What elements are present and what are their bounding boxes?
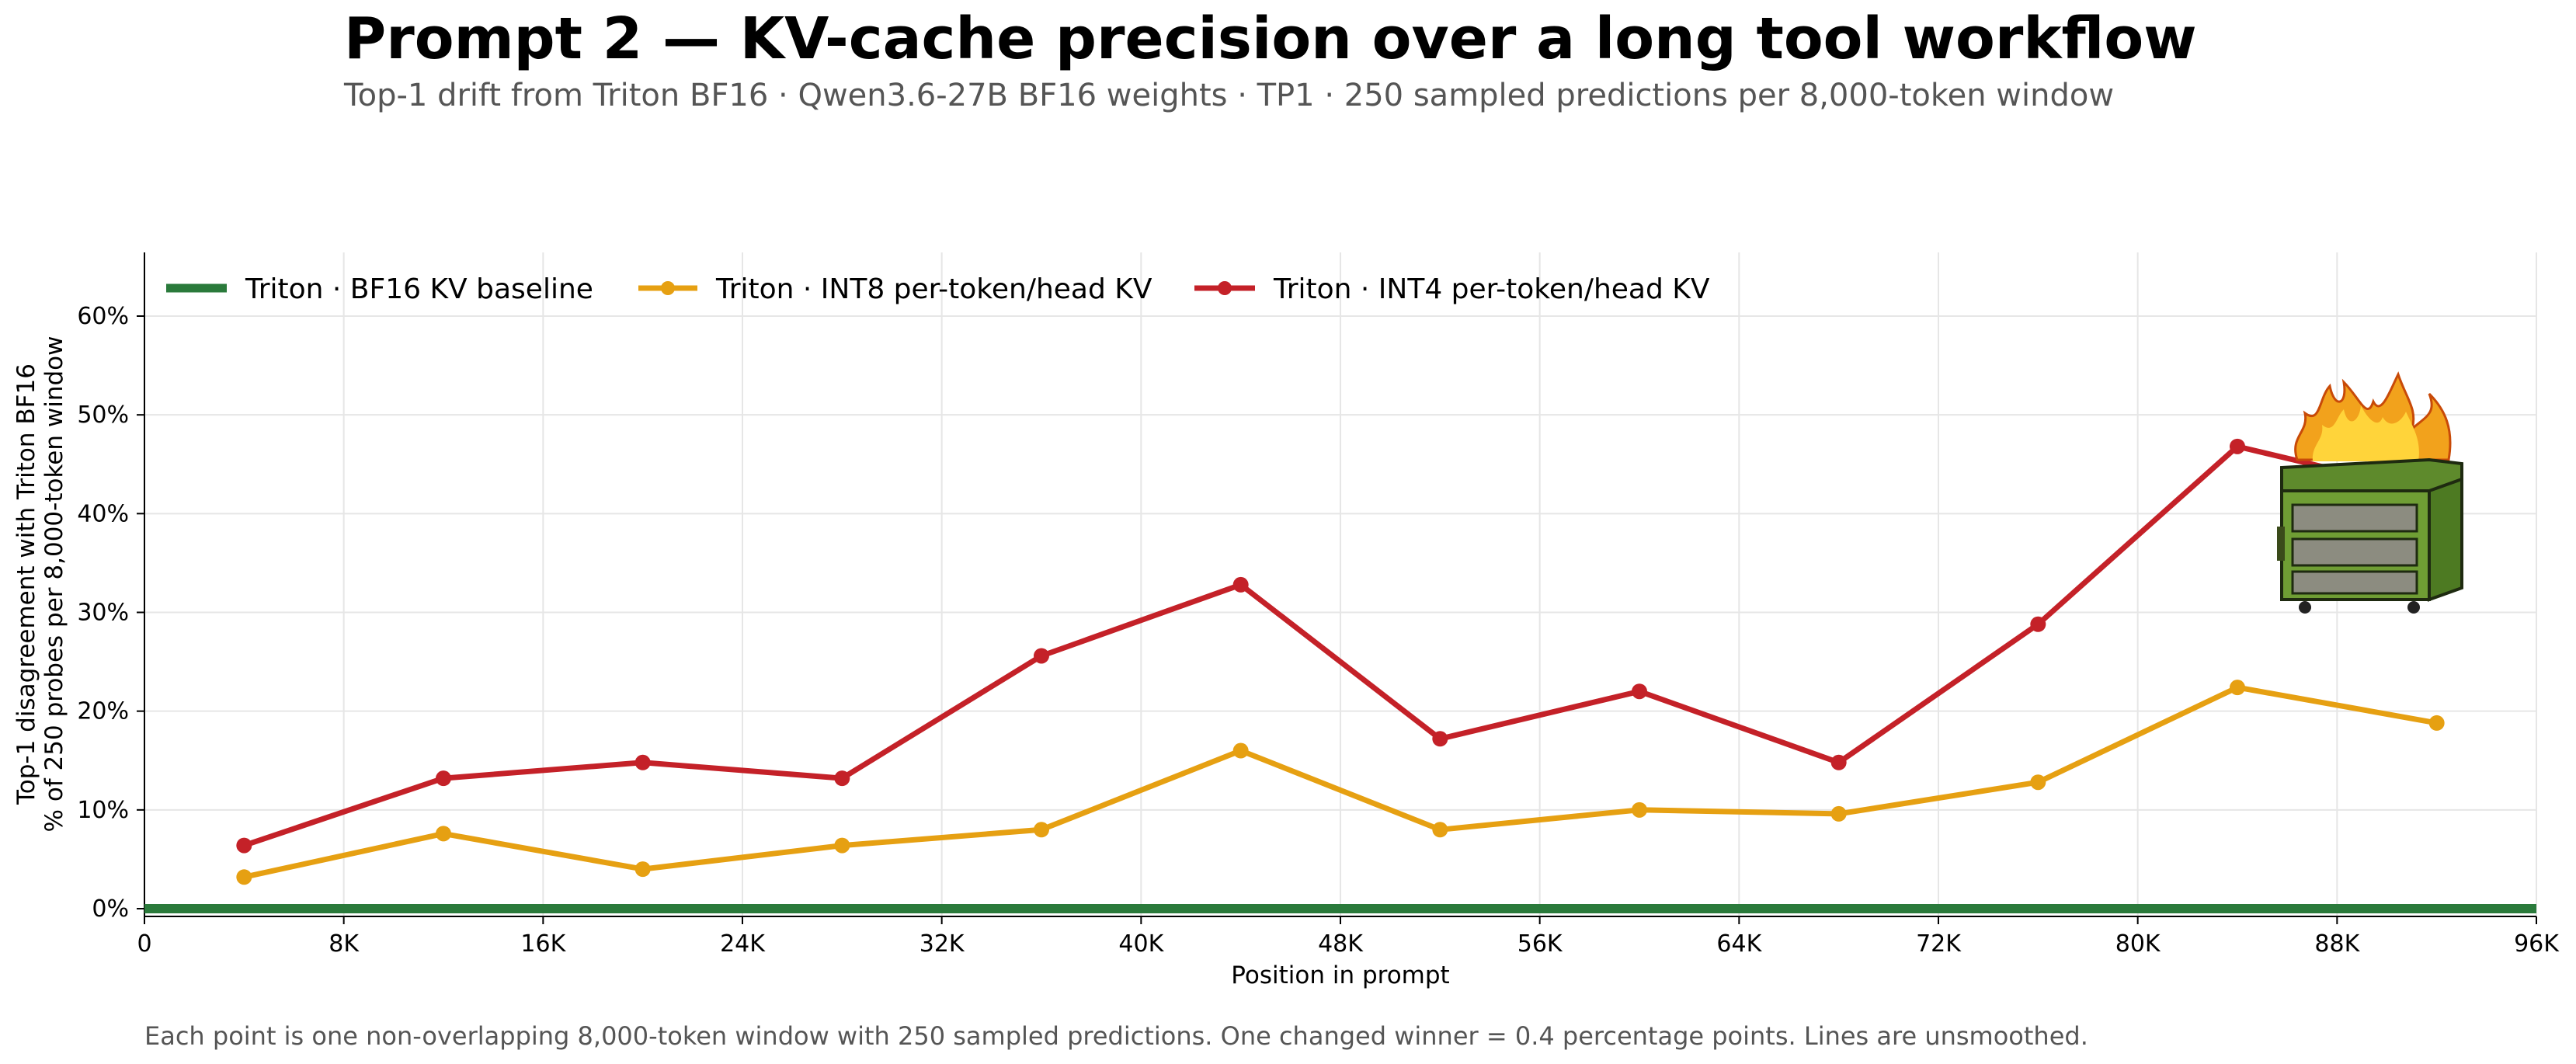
data-point-series-2 — [2230, 438, 2245, 454]
x-tick-label: 48K — [1318, 930, 1364, 958]
gridlines — [144, 252, 2537, 916]
y-axis-label-line-1: Top-1 disagreement with Triton BF16 — [12, 363, 40, 805]
x-tick-label: 0 — [137, 930, 151, 958]
x-tick-label: 72K — [1916, 930, 1962, 958]
data-point-series-1 — [1830, 805, 1847, 822]
data-point-series-1 — [834, 837, 850, 854]
x-tick-label: 96K — [2514, 930, 2560, 958]
x-tick-label: 56K — [1517, 930, 1563, 958]
x-tick-label: 32K — [920, 930, 965, 958]
chart-footnote: Each point is one non-overlapping 8,000-… — [144, 1021, 2088, 1051]
y-tick-label: 50% — [77, 402, 129, 429]
data-point-series-1 — [236, 869, 252, 885]
axis-ticks: 0 8K 16K 24K 32K 40K 48K 56K 64K 72K 80K 88K 96K 0% 10… — [77, 303, 2560, 958]
data-point-series-2 — [1632, 683, 1647, 700]
data-point-series-1 — [436, 826, 451, 842]
data-point-series-2 — [1432, 731, 1448, 747]
y-tick-label: 40% — [77, 500, 129, 527]
x-tick-label: 88K — [2314, 930, 2360, 958]
dumpster-fire-icon — [2277, 371, 2463, 614]
plot-series — [144, 438, 2536, 913]
y-axis-label-line-2: % of 250 probes per 8,000-token window — [40, 336, 68, 833]
legend-label-int4: Triton · INT4 per-token/head KV — [1273, 273, 1710, 305]
data-point-series-2 — [834, 770, 850, 787]
data-point-series-1 — [634, 861, 651, 878]
x-tick-label: 16K — [520, 930, 566, 958]
legend: Triton · BF16 KV baseline Triton · INT8 … — [166, 273, 1710, 305]
data-point-series-2 — [236, 837, 252, 854]
x-tick-label: 80K — [2115, 930, 2161, 958]
data-point-series-2 — [1830, 754, 1847, 770]
data-point-series-2 — [634, 754, 651, 770]
series-line-1 — [241, 684, 2440, 880]
x-tick-label: 8K — [329, 930, 360, 958]
legend-marker-int8 — [661, 281, 675, 295]
y-tick-label: 30% — [77, 600, 129, 627]
data-point-series-2 — [2030, 616, 2046, 632]
data-point-series-2 — [436, 770, 451, 787]
data-point-series-1 — [2428, 715, 2445, 731]
chart-subtitle: Top-1 drift from Triton BF16 · Qwen3.6-2… — [343, 78, 2114, 113]
data-point-series-1 — [1232, 742, 1249, 759]
x-tick-label: 64K — [1716, 930, 1762, 958]
data-point-series-1 — [2230, 680, 2245, 696]
y-tick-label: 0% — [92, 895, 129, 923]
series-line-2 — [241, 443, 2440, 849]
legend-label-bf16: Triton · BF16 KV baseline — [245, 273, 593, 305]
data-point-series-2 — [1232, 576, 1249, 593]
x-tick-label: 40K — [1118, 930, 1164, 958]
y-tick-label: 60% — [77, 303, 129, 330]
legend-label-int8: Triton · INT8 per-token/head KV — [715, 273, 1152, 305]
data-point-series-1 — [1034, 822, 1049, 838]
data-point-series-2 — [1034, 648, 1049, 664]
y-tick-label: 10% — [77, 797, 129, 824]
chart-title: Prompt 2 — KV-cache precision over a lon… — [344, 5, 2197, 72]
legend-marker-int4 — [1218, 281, 1232, 295]
y-tick-label: 20% — [77, 698, 129, 725]
x-axis-label: Position in prompt — [1231, 961, 1449, 989]
data-point-series-1 — [2030, 774, 2046, 791]
x-tick-label: 24K — [720, 930, 766, 958]
data-point-series-1 — [1432, 822, 1448, 838]
data-point-series-1 — [1632, 801, 1647, 818]
